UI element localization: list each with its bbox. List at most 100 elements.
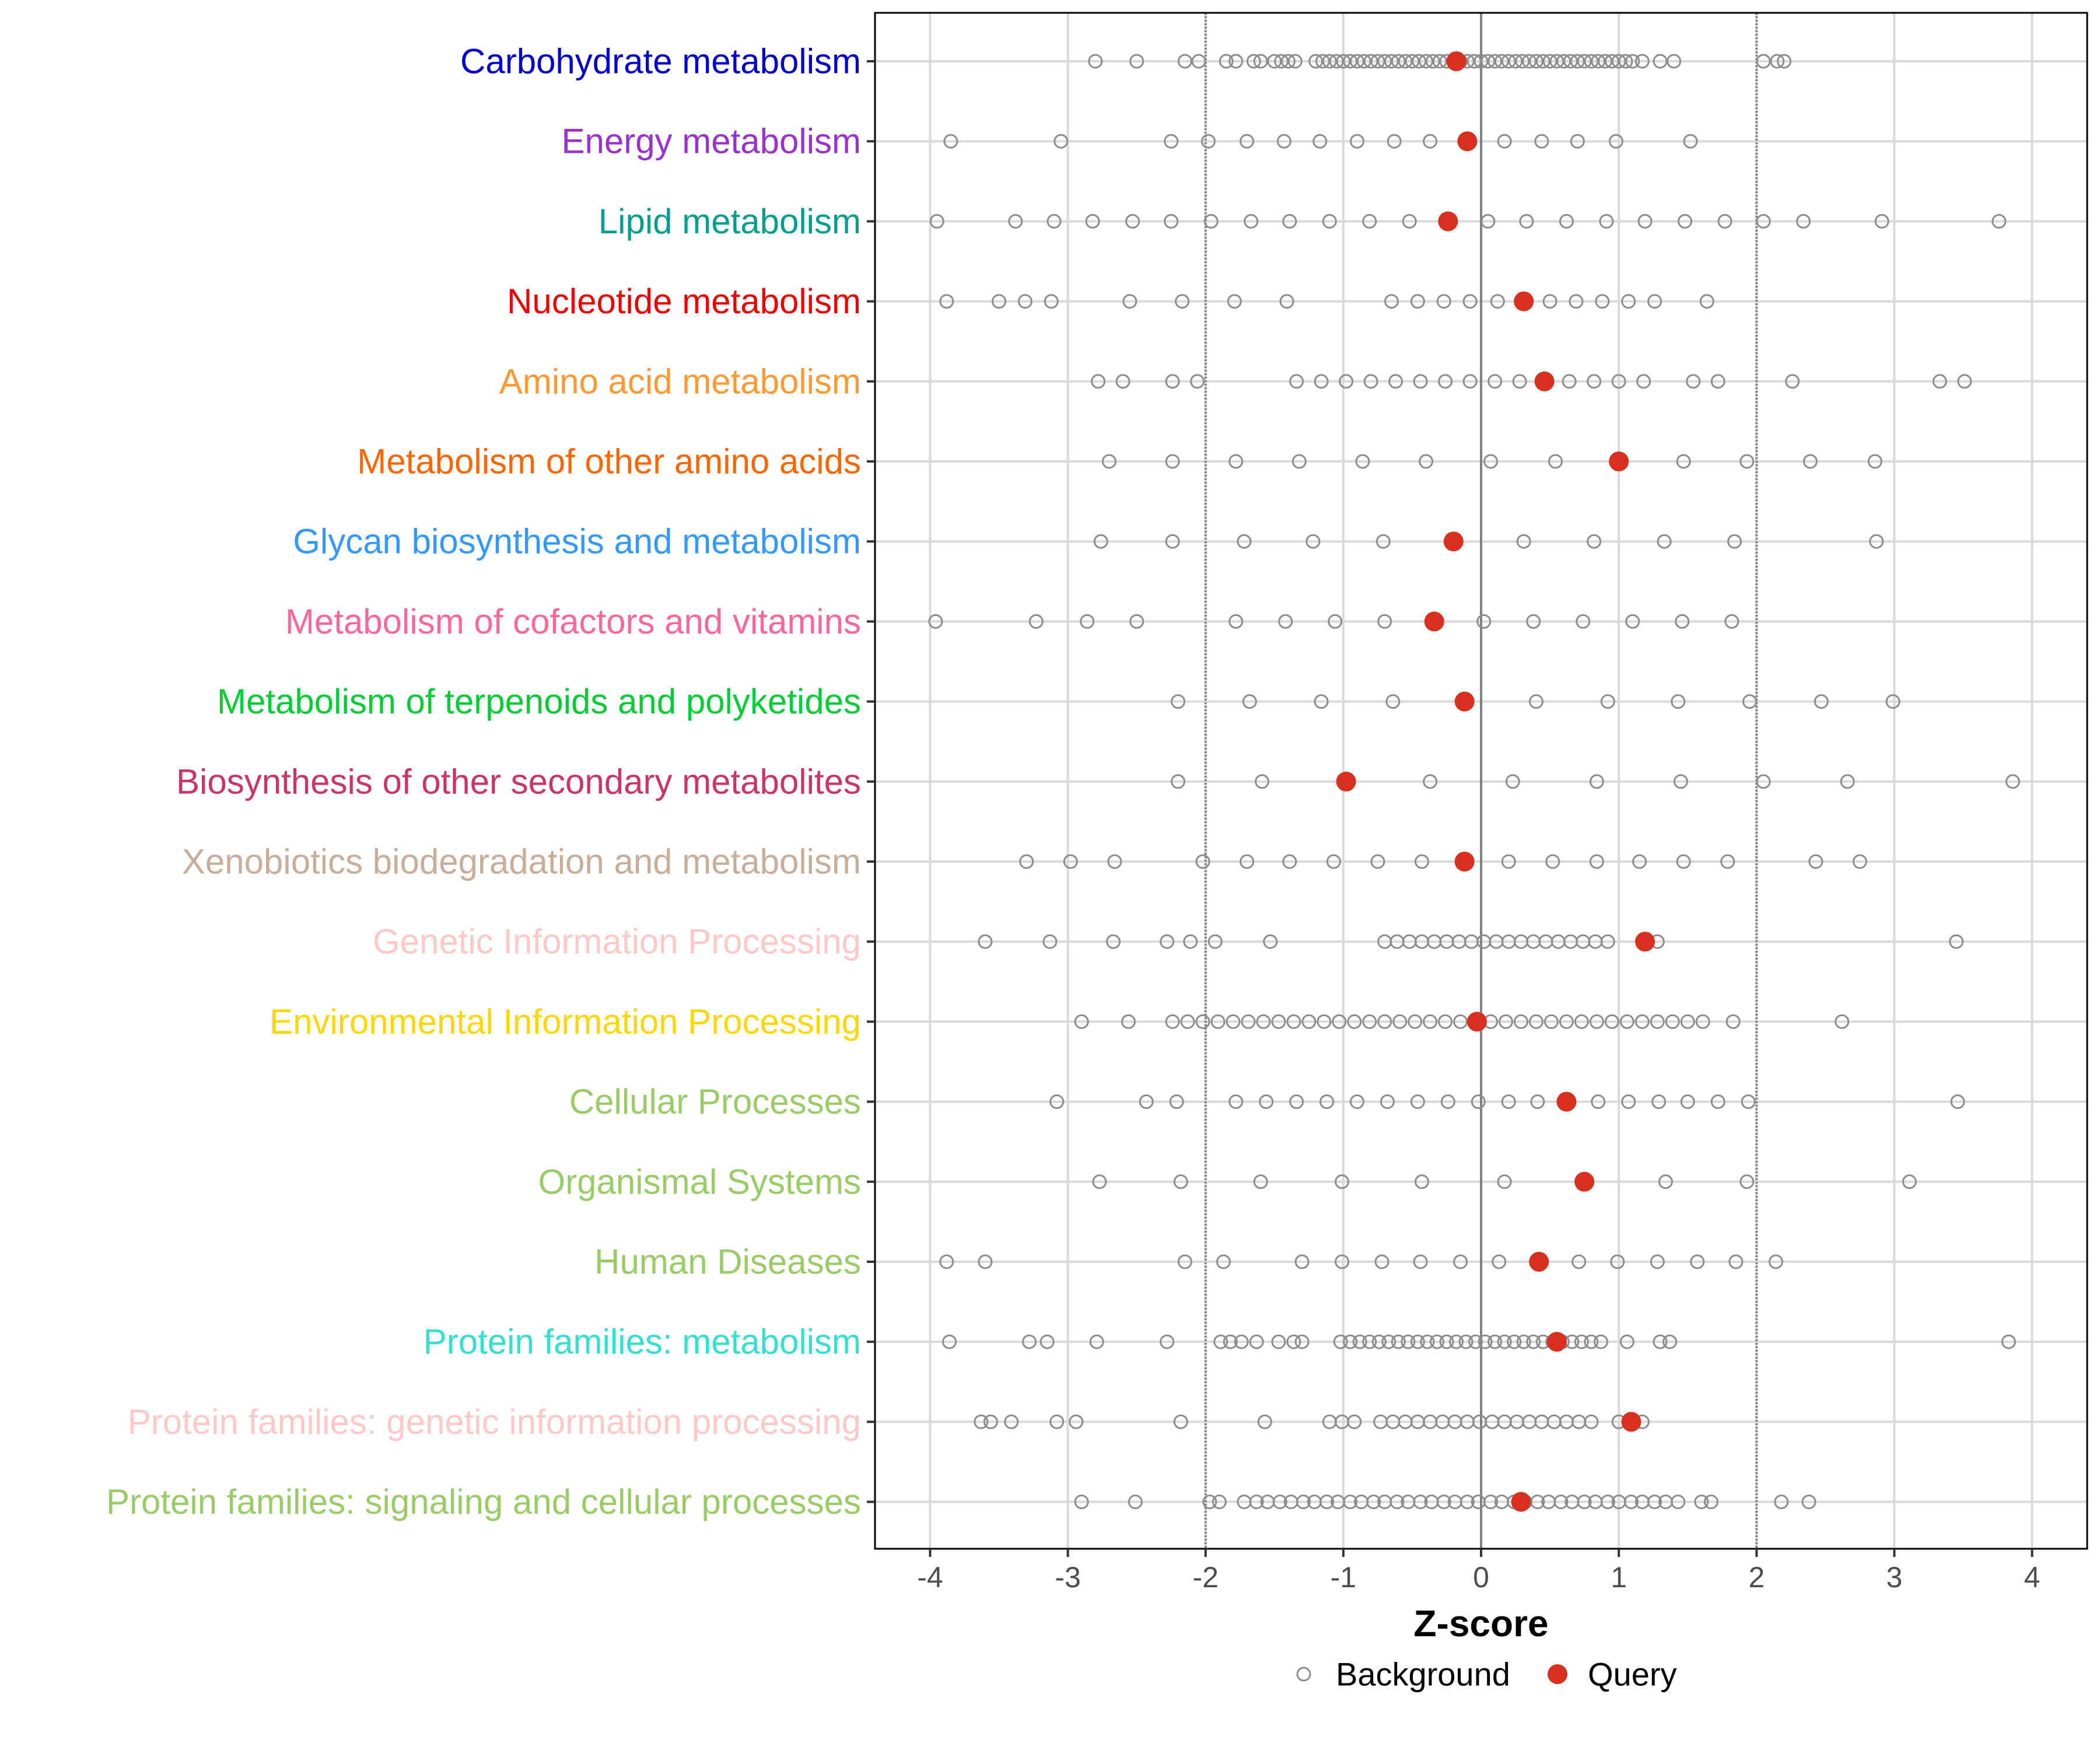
background-point (1519, 214, 1534, 229)
background-point (1063, 854, 1078, 869)
background-point (1093, 534, 1108, 549)
background-point (1271, 1014, 1286, 1029)
background-point (1046, 214, 1062, 229)
background-point (1227, 294, 1242, 309)
background-point (1549, 54, 1564, 69)
category-label: Organismal Systems (538, 1162, 861, 1201)
background-point (1770, 54, 1785, 69)
background-point (1453, 1254, 1468, 1269)
background-point (1219, 54, 1234, 69)
background-point (1349, 54, 1364, 69)
background-point (1542, 54, 1558, 69)
background-point (1466, 54, 1482, 69)
background-point (1600, 934, 1615, 949)
background-point (1385, 694, 1401, 709)
background-point (1329, 54, 1344, 69)
background-point (1164, 214, 1179, 229)
background-point (1040, 1334, 1055, 1349)
background-point (1387, 134, 1402, 149)
background-point (1276, 134, 1292, 149)
background-point (1584, 1414, 1599, 1429)
legend: Background Query (1296, 1656, 1677, 1693)
background-point (1420, 1334, 1435, 1349)
background-point (1286, 1334, 1301, 1349)
background-point (1501, 54, 1516, 69)
background-point (1349, 134, 1364, 149)
x-tick-label: 3 (1887, 1561, 1903, 1594)
background-point (1690, 1254, 1705, 1269)
background-point (1374, 1254, 1390, 1269)
background-point (939, 1254, 954, 1269)
background-point (1574, 1014, 1589, 1029)
query-point (1556, 1091, 1577, 1112)
background-point (1621, 1094, 1636, 1110)
background-point (1339, 374, 1354, 389)
background-point (1282, 214, 1297, 229)
query-point (1454, 691, 1475, 712)
background-point (1237, 534, 1252, 549)
background-point (1671, 694, 1686, 709)
background-point (1410, 1094, 1425, 1110)
background-point (1255, 774, 1270, 789)
background-point (1413, 1494, 1428, 1510)
background-point (1125, 214, 1140, 229)
x-axis-title: Z-score (1413, 1602, 1548, 1644)
category-label: Nucleotide metabolism (507, 282, 861, 321)
background-point (1717, 214, 1732, 229)
query-point (1443, 531, 1464, 552)
background-point (1662, 1334, 1678, 1349)
background-point (1814, 694, 1829, 709)
background-point (1249, 1334, 1264, 1349)
background-point (1513, 1014, 1528, 1029)
background-point (1314, 374, 1329, 389)
background-point (1021, 1334, 1037, 1349)
background-point (1534, 134, 1549, 149)
background-point (1577, 54, 1592, 69)
background-point (1314, 694, 1329, 709)
background-point (1335, 1254, 1350, 1269)
category-label: Metabolism of other amino acids (357, 442, 861, 481)
legend-background-marker (1296, 1667, 1311, 1682)
background-point (1488, 1334, 1503, 1349)
background-point (1294, 1254, 1310, 1269)
background-point (1673, 774, 1688, 789)
background-point (1497, 134, 1512, 149)
category-label: Carbohydrate metabolism (460, 42, 861, 81)
background-point (1202, 1494, 1217, 1510)
query-point (1446, 51, 1466, 71)
background-point (1677, 214, 1692, 229)
background-point (1423, 774, 1438, 789)
background-point (1410, 1334, 1425, 1349)
background-point (1741, 1094, 1756, 1110)
category-label: Cellular Processes (569, 1082, 861, 1121)
background-point (1867, 454, 1882, 469)
background-point (1589, 854, 1604, 869)
background-point (1740, 1174, 1755, 1189)
background-point (1092, 1174, 1107, 1189)
background-point (1634, 1014, 1650, 1029)
background-point (1699, 294, 1714, 309)
category-label: Metabolism of terpenoids and polyketides (217, 682, 861, 721)
background-point (1727, 534, 1742, 549)
background-point (1932, 374, 1947, 389)
background-point (1256, 1014, 1271, 1029)
x-axis: -4 -3 -2 -1 0 1 2 3 4 (917, 1549, 2040, 1594)
background-point (1271, 1334, 1286, 1349)
background-point (1139, 1094, 1154, 1110)
background-point (1501, 854, 1516, 869)
background-point (1650, 1014, 1665, 1029)
background-point (1085, 214, 1100, 229)
background-point (1530, 1494, 1545, 1510)
background-point (1869, 534, 1884, 549)
background-point (1200, 134, 1216, 149)
background-point (1515, 54, 1530, 69)
background-point (1570, 134, 1585, 149)
query-point (1514, 291, 1534, 312)
background-point (1599, 214, 1614, 229)
background-point (1436, 294, 1451, 309)
background-point (1326, 854, 1341, 869)
background-point (1785, 374, 1800, 389)
background-point (1686, 374, 1701, 389)
background-point (1483, 454, 1499, 469)
background-point (1694, 1494, 1709, 1510)
